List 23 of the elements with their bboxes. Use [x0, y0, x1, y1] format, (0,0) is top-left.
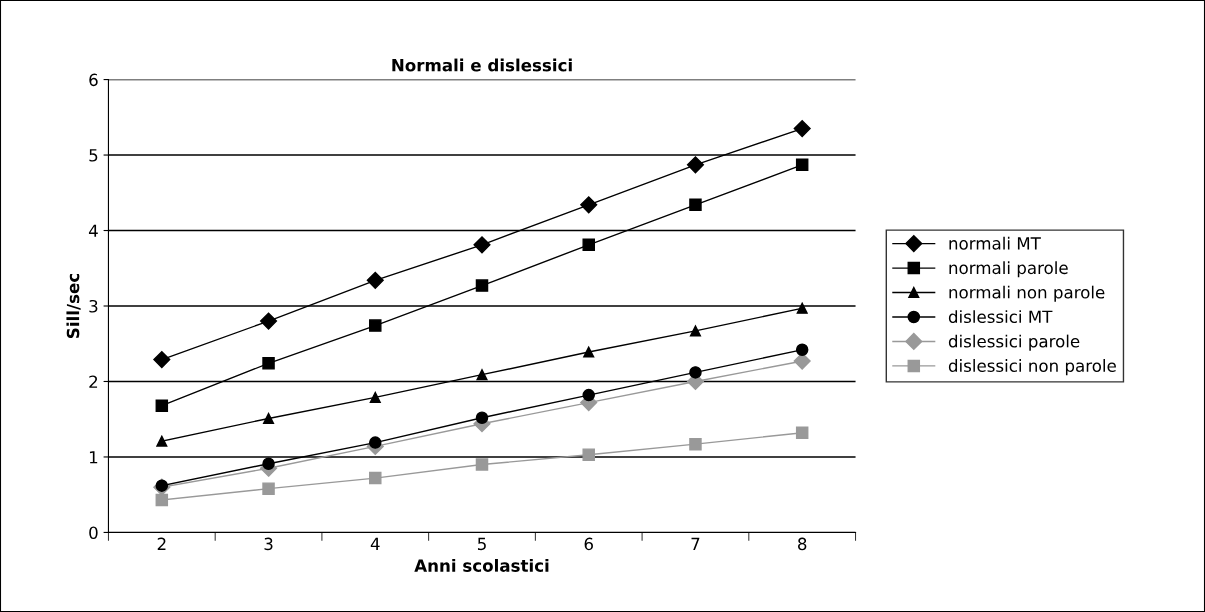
x-tick-label: 7: [691, 537, 700, 550]
legend-label: dislessici parole: [948, 334, 1080, 351]
x-tick-label: 3: [264, 537, 273, 551]
x-tick-label: 2: [157, 537, 166, 550]
y-tick-label: 2: [89, 375, 98, 388]
legend-label: normali MT: [949, 236, 1041, 250]
y-tick-label: 0: [89, 526, 98, 540]
y-tick-label: 5: [89, 149, 98, 162]
x-tick-label: 5: [477, 537, 486, 551]
y-tick-label: 3: [89, 299, 98, 313]
legend-label: dislessici non parole: [948, 359, 1116, 376]
legend-label: dislessici MT: [948, 310, 1053, 324]
x-tick-label: 4: [370, 537, 380, 550]
x-tick-label: 8: [798, 537, 807, 551]
y-tick-label: 1: [89, 451, 98, 464]
x-axis-title: Anni scolastici: [414, 558, 549, 572]
legend-label: normali parole: [949, 261, 1068, 278]
x-tick-label: 6: [584, 537, 593, 551]
y-axis-title: Sill/sec: [66, 273, 81, 338]
y-tick-label: 6: [89, 73, 98, 87]
chart-title: Normali e dislessici: [392, 58, 572, 72]
y-tick-label: 4: [88, 224, 98, 237]
legend-label: normali non parole: [949, 285, 1105, 302]
